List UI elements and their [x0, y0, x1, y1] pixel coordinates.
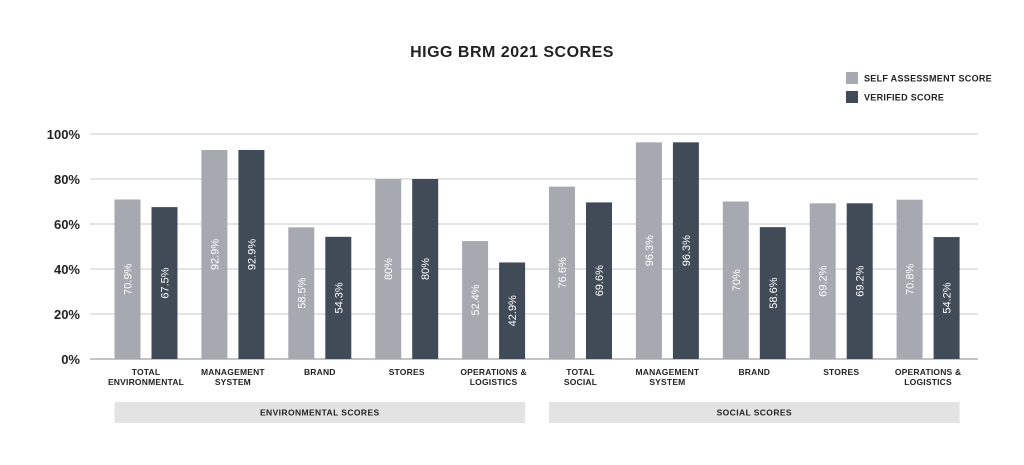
bar	[635, 142, 662, 359]
bar	[325, 236, 352, 359]
bars: 70.9% 67.5% 92.9% 92.9% 58.5% 54.3% 80% 80% 52.4…	[114, 142, 960, 359]
y-tick-label: 60%	[54, 217, 80, 232]
bar	[288, 227, 315, 359]
x-tick-label: OPERATIONS &	[460, 367, 526, 377]
legend: SELF ASSESSMENT SCORE VERIFIED SCORE	[846, 72, 992, 103]
y-tick-label: 40%	[54, 262, 80, 277]
bar	[722, 201, 749, 359]
bar	[238, 149, 265, 359]
bar-value-label: 70.8%	[905, 264, 917, 295]
bar	[412, 179, 439, 359]
x-tick-label: BRAND	[304, 367, 336, 377]
x-tick-label: ENVIRONMENTAL	[108, 377, 184, 387]
x-tick-label: SYSTEM	[215, 377, 251, 387]
bar-value-label: 69.6%	[594, 265, 606, 296]
bar	[846, 203, 873, 359]
legend-label: VERIFIED SCORE	[864, 93, 944, 103]
bar-value-label: 54.3%	[333, 282, 345, 313]
legend-swatch	[846, 72, 858, 84]
bar-value-label: 70%	[731, 269, 743, 291]
bar	[549, 186, 575, 359]
x-tick-label: LOGISTICS	[470, 377, 518, 387]
bar	[586, 202, 612, 359]
group-bands: ENVIRONMENTAL SCORES SOCIAL SCORES	[114, 402, 960, 423]
bar	[499, 262, 526, 359]
x-tick-label: LOGISTICS	[904, 377, 952, 387]
x-tick-label: SOCIAL	[564, 377, 597, 387]
legend-swatch	[846, 91, 858, 103]
group-label: SOCIAL SCORES	[717, 408, 792, 418]
bar	[114, 199, 141, 359]
bar-value-label: 58.5%	[296, 277, 308, 308]
bar	[896, 199, 923, 359]
bar	[201, 149, 228, 359]
x-tick-label: OPERATIONS &	[895, 367, 961, 377]
y-tick-label: 100%	[47, 127, 81, 142]
bar-value-label: 69.2%	[855, 265, 867, 296]
bar-value-label: 76.6%	[557, 257, 569, 288]
bar-value-label: 92.9%	[209, 239, 221, 270]
bar	[933, 237, 960, 359]
bar	[375, 179, 402, 359]
bar-value-label: 54.2%	[942, 282, 954, 313]
bar-value-label: 70.9%	[123, 263, 135, 294]
x-tick-label: BRAND	[738, 367, 770, 377]
x-tick-label: MANAGEMENT	[635, 367, 699, 377]
bar	[809, 203, 836, 359]
group-band	[114, 402, 526, 423]
legend-label: SELF ASSESSMENT SCORE	[864, 74, 992, 84]
bar	[759, 227, 786, 359]
bar-value-label: 69.2%	[818, 265, 830, 296]
y-axis: 0% 20% 40% 60% 80% 100%	[47, 127, 81, 367]
x-tick-label: STORES	[823, 367, 859, 377]
x-tick-label: TOTAL	[132, 367, 161, 377]
group-band	[549, 402, 960, 423]
x-tick-label: STORES	[389, 367, 425, 377]
bar-value-label: 92.9%	[246, 239, 258, 270]
bar	[151, 207, 178, 359]
bar-value-label: 52.4%	[470, 284, 482, 315]
bar-value-label: 80%	[420, 258, 432, 280]
bar-value-label: 58.6%	[768, 277, 780, 308]
chart-title: HIGG BRM 2021 SCORES	[410, 44, 614, 61]
y-tick-label: 0%	[61, 352, 80, 367]
x-tick-label: MANAGEMENT	[201, 367, 265, 377]
bar	[462, 241, 489, 359]
bar-value-label: 96.3%	[644, 235, 656, 266]
bar-value-label: 42.9%	[507, 295, 519, 326]
y-tick-label: 80%	[54, 172, 80, 187]
bar	[672, 142, 699, 359]
x-tick-label: TOTAL	[566, 367, 595, 377]
x-tick-label: SYSTEM	[649, 377, 685, 387]
bar-value-label: 96.3%	[681, 235, 693, 266]
bar-value-label: 80%	[383, 258, 395, 280]
y-tick-label: 20%	[54, 307, 80, 322]
group-label: ENVIRONMENTAL SCORES	[260, 408, 380, 418]
bar-value-label: 67.5%	[160, 267, 172, 298]
